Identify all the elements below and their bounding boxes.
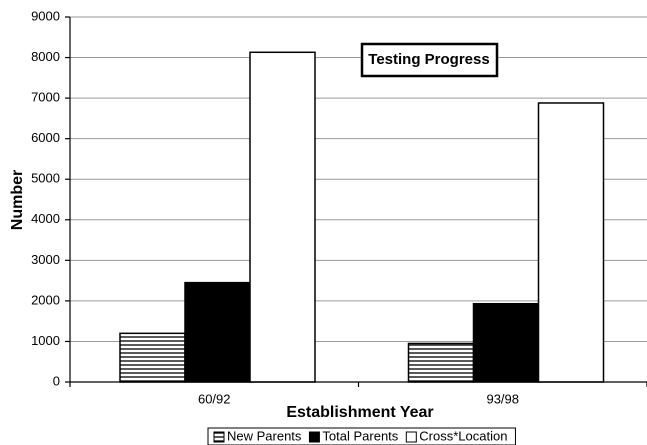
y-tick-label: 8000	[31, 49, 60, 64]
y-tick-label: 3000	[31, 252, 60, 267]
y-tick-label: 9000	[31, 8, 60, 23]
chart-title: Testing Progress	[368, 51, 489, 68]
legend-label: New Parents	[227, 428, 302, 443]
y-tick-label: 5000	[31, 171, 60, 186]
legend-swatch	[405, 431, 417, 443]
y-tick-label: 1000	[31, 333, 60, 348]
y-tick-label: 7000	[31, 90, 60, 105]
legend-swatch	[308, 431, 320, 443]
bar	[537, 102, 605, 383]
legend-label: Cross*Location	[419, 428, 507, 443]
legend-swatch	[213, 431, 225, 443]
y-tick-label: 2000	[31, 292, 60, 307]
legend-label: Total Parents	[322, 428, 398, 443]
title-box	[360, 42, 499, 78]
x-tick-label: 60/92	[198, 391, 231, 406]
plot-area: 0 1000 2000 3000 4000 5000 6000 7000 8000 9000 60/…	[31, 8, 647, 406]
y-tick-label: 0	[53, 373, 60, 388]
y-tick-label: 6000	[31, 130, 60, 145]
bar	[407, 342, 475, 383]
bar	[184, 281, 251, 383]
bar	[472, 302, 540, 383]
bar	[119, 332, 186, 383]
legend-box	[207, 427, 516, 445]
y-tick-label: 4000	[31, 211, 60, 226]
legend: New Parents Total Parents Cross*Location	[207, 427, 516, 445]
x-axis-label: Establishment Year	[286, 404, 433, 421]
bar	[249, 51, 316, 383]
y-axis-label: Number	[9, 170, 26, 230]
x-tick-label: 93/98	[486, 391, 519, 406]
